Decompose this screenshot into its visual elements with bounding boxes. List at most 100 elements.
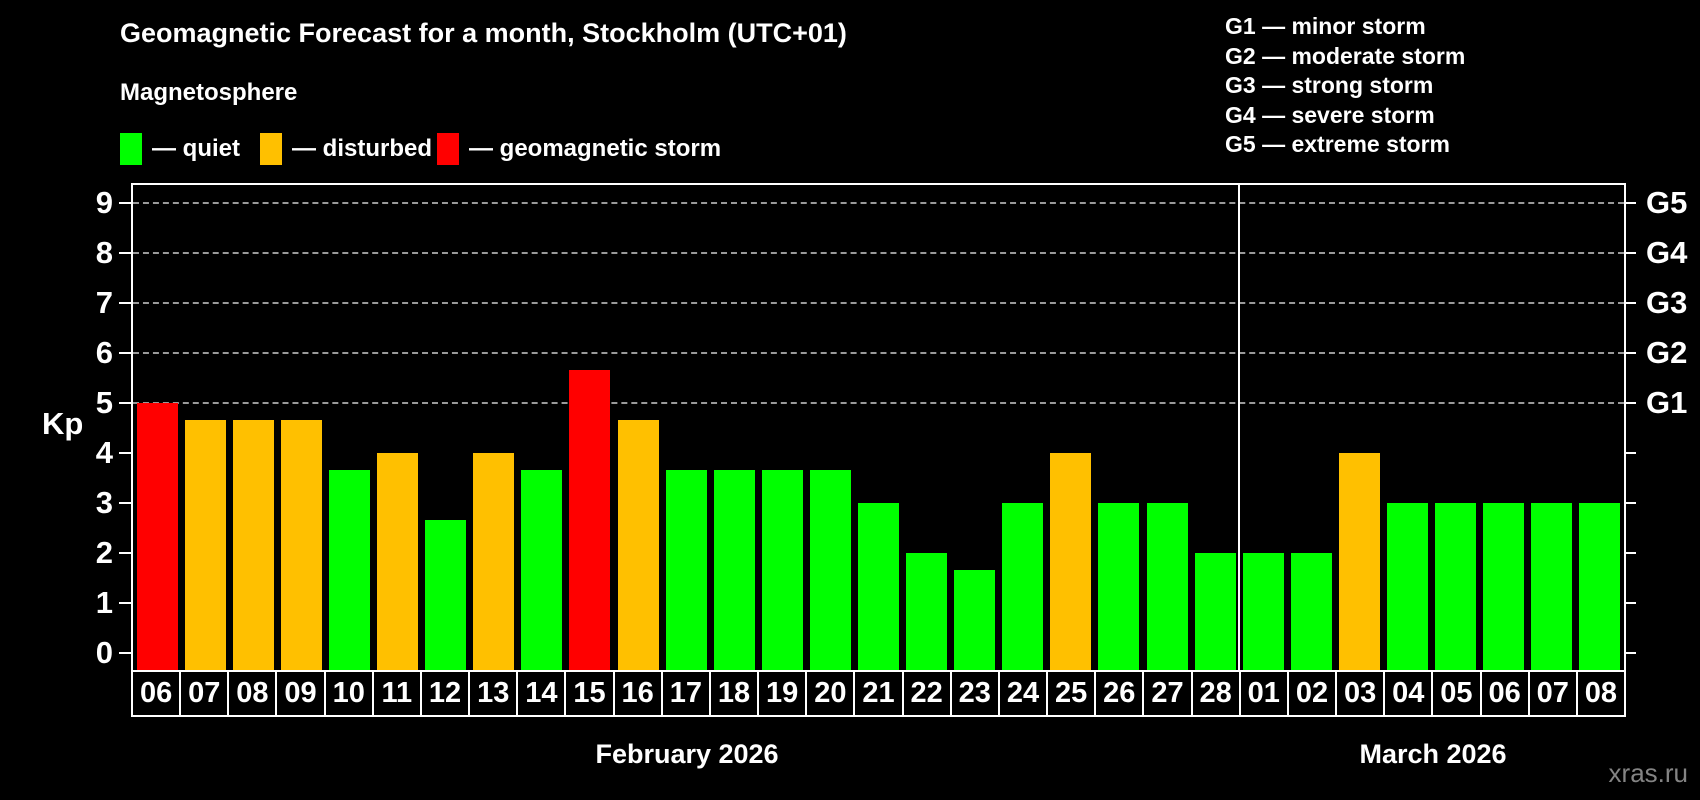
kp-bar-day-08 <box>1579 503 1621 670</box>
day-label-25: 25 <box>1048 672 1095 715</box>
legend-item-storm: — geomagnetic storm <box>437 132 721 166</box>
day-label-10: 10 <box>325 672 372 715</box>
day-label-08: 08 <box>229 672 276 715</box>
watermark: xras.ru <box>1608 758 1688 788</box>
y-tick-label-8: 8 <box>95 235 113 270</box>
kp-bar-day-03 <box>1338 453 1380 670</box>
kp-bar-day-06 <box>136 403 178 670</box>
kp-bar-day-14 <box>521 469 563 670</box>
gridline-kp5 <box>133 402 1624 404</box>
kp-bar-day-08 <box>232 419 274 670</box>
month-label-march: March 2026 <box>1359 739 1507 769</box>
day-label-12: 12 <box>421 672 469 715</box>
day-label-19: 19 <box>759 672 806 715</box>
month-label-february: February 2026 <box>595 739 779 769</box>
g3-legend-line: G3 — strong storm <box>1225 72 1434 98</box>
y-tick-right-3 <box>1624 502 1636 504</box>
kp-bar-day-22 <box>906 553 948 670</box>
y-tick-left-0 <box>119 652 131 654</box>
day-label-09: 09 <box>277 672 324 715</box>
gridline-kp7 <box>133 302 1624 304</box>
kp-bar-day-06 <box>1483 503 1525 670</box>
day-label-23: 23 <box>951 672 998 715</box>
day-label-28: 28 <box>1192 672 1239 715</box>
kp-bar-day-04 <box>1387 503 1429 670</box>
plot-area: 0 1 2 3 4 5 6 7 8 9 G1 G2 G3 G4 G5 <box>96 183 1687 670</box>
kp-bar-day-10 <box>328 469 370 670</box>
kp-bar-day-23 <box>954 569 996 670</box>
y-tick-right-1 <box>1624 602 1636 604</box>
kp-bar-day-17 <box>665 469 707 670</box>
day-label-20: 20 <box>807 672 854 715</box>
y-tick-left-3 <box>119 502 131 504</box>
y-tick-label-5: 5 <box>95 385 113 420</box>
day-label-01: 01 <box>1240 672 1287 715</box>
kp-bar-day-12 <box>425 519 467 670</box>
day-label-16: 16 <box>614 672 661 715</box>
x-axis-day-labels: 06 07 08 09 10 11 12 13 14 15 16 17 18 19 20 21 22 23 24 25… <box>131 670 1626 717</box>
g5-legend-line: G5 — extreme storm <box>1225 131 1450 157</box>
y-tick-label-0: 0 <box>95 635 113 670</box>
day-label-14: 14 <box>518 672 565 715</box>
day-label-05: 05 <box>1433 672 1480 715</box>
gridline-kp9 <box>133 202 1624 204</box>
y-tick-right-7 <box>1624 302 1636 304</box>
kp-bar-day-02 <box>1290 553 1332 670</box>
kp-bar-day-01 <box>1242 553 1284 670</box>
day-label-21: 21 <box>855 672 902 715</box>
legend-label: — disturbed <box>292 135 433 162</box>
g-tick-label-G1: G1 <box>1646 385 1688 420</box>
g2-legend-line: G2 — moderate storm <box>1225 42 1466 69</box>
kp-bar-day-25 <box>1050 453 1092 670</box>
g-tick-label-G4: G4 <box>1646 235 1688 270</box>
y-tick-label-7: 7 <box>95 285 113 320</box>
y-tick-label-2: 2 <box>95 535 113 570</box>
day-label-06: 06 <box>1481 672 1528 715</box>
y-tick-right-4 <box>1624 452 1636 454</box>
day-label-22: 22 <box>903 672 950 715</box>
chart-subtitle: Magnetosphere <box>120 79 298 106</box>
y-tick-left-6 <box>119 352 131 354</box>
y-axis-title: Kp <box>42 406 84 441</box>
y-tick-left-1 <box>119 602 131 604</box>
month-separator <box>1238 185 1241 670</box>
y-tick-left-5 <box>119 402 131 404</box>
g-tick-label-G5: G5 <box>1646 185 1688 220</box>
kp-bar-day-09 <box>280 419 322 670</box>
y-tick-left-8 <box>119 252 131 254</box>
day-label-04: 04 <box>1385 672 1432 715</box>
y-tick-left-4 <box>119 452 131 454</box>
day-label-18: 18 <box>710 672 758 715</box>
day-label-17: 17 <box>662 672 709 715</box>
kp-bar-day-28 <box>1194 553 1236 670</box>
legend-label: — geomagnetic storm <box>469 135 722 162</box>
kp-bar-day-11 <box>377 453 419 670</box>
g-tick-label-G3: G3 <box>1646 285 1688 320</box>
day-label-11: 11 <box>373 672 420 715</box>
gridline-kp8 <box>133 252 1624 254</box>
disturbed-color-swatch <box>260 133 282 165</box>
gridline-kp6 <box>133 352 1624 354</box>
g4-legend-line: G4 — severe storm <box>1225 101 1435 128</box>
kp-bar-day-20 <box>809 469 851 670</box>
y-tick-right-2 <box>1624 552 1636 554</box>
day-label-07: 07 <box>1529 672 1576 715</box>
day-label-26: 26 <box>1096 672 1143 715</box>
legend-item-disturbed: — disturbed <box>260 132 432 166</box>
day-label-02: 02 <box>1288 672 1336 715</box>
day-label-15: 15 <box>566 672 613 715</box>
y-tick-label-4: 4 <box>95 435 113 470</box>
y-tick-left-2 <box>119 552 131 554</box>
kp-bar-day-05 <box>1435 503 1477 670</box>
day-label-24: 24 <box>999 672 1047 715</box>
day-label-03: 03 <box>1337 672 1384 715</box>
kp-bar-day-27 <box>1146 503 1188 670</box>
kp-bar-day-16 <box>617 419 659 670</box>
legend-item-quiet: — quiet <box>120 132 240 166</box>
y-tick-right-0 <box>1624 652 1636 654</box>
y-tick-label-9: 9 <box>95 185 113 220</box>
day-label-08: 08 <box>1577 672 1624 715</box>
kp-bar-day-24 <box>1002 503 1044 670</box>
y-tick-left-7 <box>119 302 131 304</box>
